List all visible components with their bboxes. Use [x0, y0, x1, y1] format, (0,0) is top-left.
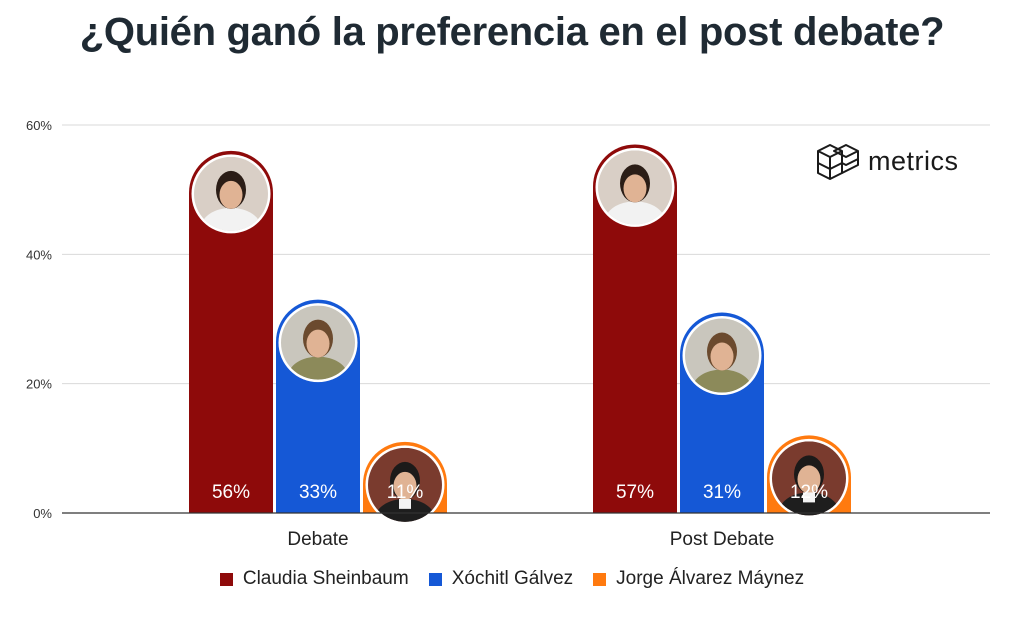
bar [189, 150, 273, 513]
data-label: 57% [616, 482, 654, 503]
y-tick-label: 40% [26, 247, 52, 262]
legend-item-claudia: Claudia Sheinbaum [219, 568, 409, 590]
legend-swatch-claudia [219, 572, 233, 586]
x-tick-label: Debate [287, 529, 348, 550]
jorge-photo-avatar [368, 447, 442, 522]
bar [593, 144, 677, 513]
legend-swatch-xochitl [428, 572, 442, 586]
claudia-photo-avatar [194, 156, 268, 231]
metrics-logo: metrics [816, 142, 959, 180]
legend-label-jorge: Jorge Álvarez Máynez [616, 568, 805, 589]
xochitl-photo-avatar [281, 305, 355, 380]
y-tick-label: 0% [33, 506, 52, 521]
data-label: 33% [299, 482, 337, 503]
claudia-photo-avatar [598, 150, 672, 225]
legend-label-claudia: Claudia Sheinbaum [242, 568, 409, 589]
y-tick-label: 20% [26, 377, 52, 392]
data-label: 11% [387, 482, 424, 503]
legend-item-jorge: Jorge Álvarez Máynez [593, 568, 804, 590]
legend-item-xochitl: Xóchitl Gálvez [428, 568, 574, 590]
cube-grid-icon [817, 144, 859, 180]
legend-label-xochitl: Xóchitl Gálvez [451, 568, 574, 589]
chart-title: ¿Quién ganó la preferencia en el post de… [79, 10, 945, 54]
chart-legend: Claudia Sheinbaum Xóchitl Gálvez Jorge Á… [0, 568, 1024, 590]
legend-swatch-jorge [593, 572, 607, 586]
xochitl-photo-avatar [685, 318, 759, 393]
data-label: 12% [790, 482, 828, 503]
data-label: 56% [212, 482, 250, 503]
y-tick-label: 60% [26, 118, 52, 133]
x-tick-label: Post Debate [670, 529, 775, 550]
logo-text: metrics [868, 145, 959, 176]
data-label: 31% [703, 482, 741, 503]
